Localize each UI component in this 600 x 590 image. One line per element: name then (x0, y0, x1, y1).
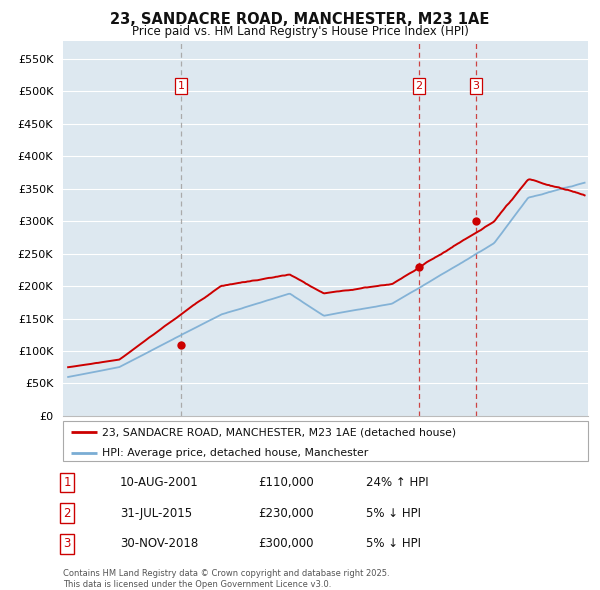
Text: 1: 1 (64, 476, 71, 489)
Text: 31-JUL-2015: 31-JUL-2015 (120, 507, 192, 520)
Text: Price paid vs. HM Land Registry's House Price Index (HPI): Price paid vs. HM Land Registry's House … (131, 25, 469, 38)
Text: 23, SANDACRE ROAD, MANCHESTER, M23 1AE: 23, SANDACRE ROAD, MANCHESTER, M23 1AE (110, 12, 490, 27)
Text: 23, SANDACRE ROAD, MANCHESTER, M23 1AE (detached house): 23, SANDACRE ROAD, MANCHESTER, M23 1AE (… (103, 428, 457, 438)
Text: 30-NOV-2018: 30-NOV-2018 (120, 537, 198, 550)
Text: £300,000: £300,000 (258, 537, 314, 550)
Text: 3: 3 (64, 537, 71, 550)
Text: 1: 1 (178, 81, 184, 91)
Text: Contains HM Land Registry data © Crown copyright and database right 2025.
This d: Contains HM Land Registry data © Crown c… (63, 569, 389, 589)
Text: 24% ↑ HPI: 24% ↑ HPI (366, 476, 428, 489)
Text: 5% ↓ HPI: 5% ↓ HPI (366, 537, 421, 550)
Text: 5% ↓ HPI: 5% ↓ HPI (366, 507, 421, 520)
Text: £110,000: £110,000 (258, 476, 314, 489)
Text: 3: 3 (472, 81, 479, 91)
Text: 2: 2 (64, 507, 71, 520)
Text: 2: 2 (415, 81, 422, 91)
Text: 10-AUG-2001: 10-AUG-2001 (120, 476, 199, 489)
Text: £230,000: £230,000 (258, 507, 314, 520)
Text: HPI: Average price, detached house, Manchester: HPI: Average price, detached house, Manc… (103, 448, 368, 458)
